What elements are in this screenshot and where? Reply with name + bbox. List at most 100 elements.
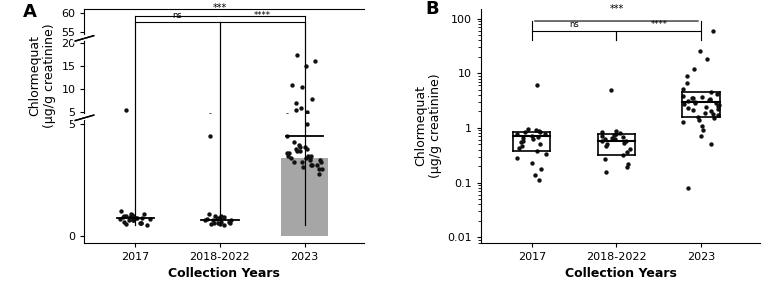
Point — [124, 215, 136, 219]
Point — [118, 237, 131, 242]
Point — [600, 169, 612, 174]
Point — [287, 225, 300, 230]
Point — [622, 162, 634, 166]
Point — [610, 131, 622, 136]
Point — [290, 111, 302, 116]
Point — [134, 130, 147, 135]
Point — [315, 228, 327, 233]
Point — [606, 136, 618, 141]
Point — [207, 220, 220, 225]
Point — [521, 127, 534, 131]
Point — [114, 238, 126, 243]
Point — [280, 133, 293, 138]
Point — [300, 183, 313, 188]
Point — [315, 160, 327, 165]
Point — [694, 49, 706, 54]
Point — [126, 213, 138, 217]
Point — [296, 229, 309, 234]
Point — [205, 131, 217, 135]
Point — [296, 165, 309, 169]
Point — [304, 158, 316, 163]
Point — [713, 103, 725, 108]
Text: ***: *** — [213, 4, 227, 13]
Point — [306, 162, 319, 167]
Point — [302, 117, 314, 121]
Point — [295, 218, 307, 223]
Point — [511, 131, 523, 136]
Point — [300, 117, 313, 122]
Bar — [281, 158, 328, 236]
Point — [284, 117, 296, 122]
X-axis label: Collection Years: Collection Years — [564, 267, 677, 280]
Point — [205, 239, 217, 244]
Point — [217, 238, 230, 242]
Point — [305, 118, 317, 123]
Point — [624, 146, 636, 151]
Point — [621, 165, 634, 170]
Point — [134, 239, 147, 243]
Point — [127, 238, 139, 243]
Point — [288, 149, 300, 153]
Point — [217, 223, 230, 227]
Point — [610, 129, 622, 133]
Point — [696, 123, 708, 128]
Point — [293, 114, 306, 119]
Point — [677, 86, 690, 91]
Point — [699, 110, 711, 115]
Point — [609, 136, 621, 141]
Point — [288, 228, 300, 233]
Point — [120, 239, 132, 244]
Text: ****: **** — [253, 11, 270, 20]
Point — [134, 220, 147, 225]
Point — [127, 129, 139, 134]
Point — [617, 153, 630, 157]
Point — [614, 130, 627, 135]
Point — [290, 147, 303, 151]
Point — [223, 219, 235, 224]
Point — [293, 142, 306, 147]
Point — [217, 215, 230, 219]
Point — [299, 115, 311, 119]
Point — [200, 218, 212, 223]
Point — [295, 105, 307, 110]
Point — [618, 141, 631, 145]
Point — [511, 156, 523, 161]
Point — [620, 138, 632, 143]
Point — [224, 218, 237, 223]
Point — [711, 113, 723, 118]
Point — [290, 108, 302, 112]
Point — [120, 108, 132, 112]
X-axis label: Collection Years: Collection Years — [168, 267, 280, 280]
Point — [300, 228, 313, 232]
Point — [201, 217, 214, 222]
Point — [144, 130, 156, 134]
Point — [290, 220, 302, 225]
Point — [212, 130, 224, 135]
Point — [694, 134, 707, 139]
Point — [209, 129, 221, 134]
Point — [117, 215, 129, 219]
Point — [141, 239, 153, 244]
Point — [280, 112, 293, 117]
Point — [316, 229, 329, 234]
Point — [120, 111, 132, 116]
Point — [296, 119, 309, 123]
Point — [205, 221, 217, 226]
Point — [114, 130, 126, 134]
Point — [311, 162, 323, 167]
Point — [123, 218, 135, 223]
Point — [204, 133, 217, 138]
Point — [294, 144, 306, 149]
Point — [114, 237, 127, 242]
Point — [306, 118, 319, 123]
Point — [306, 229, 319, 234]
Point — [209, 214, 221, 218]
Point — [705, 109, 717, 114]
Point — [215, 239, 227, 243]
Point — [124, 237, 137, 242]
Point — [141, 131, 153, 136]
Point — [535, 166, 548, 171]
Point — [295, 100, 307, 104]
Text: B: B — [425, 0, 439, 17]
Point — [118, 129, 131, 134]
